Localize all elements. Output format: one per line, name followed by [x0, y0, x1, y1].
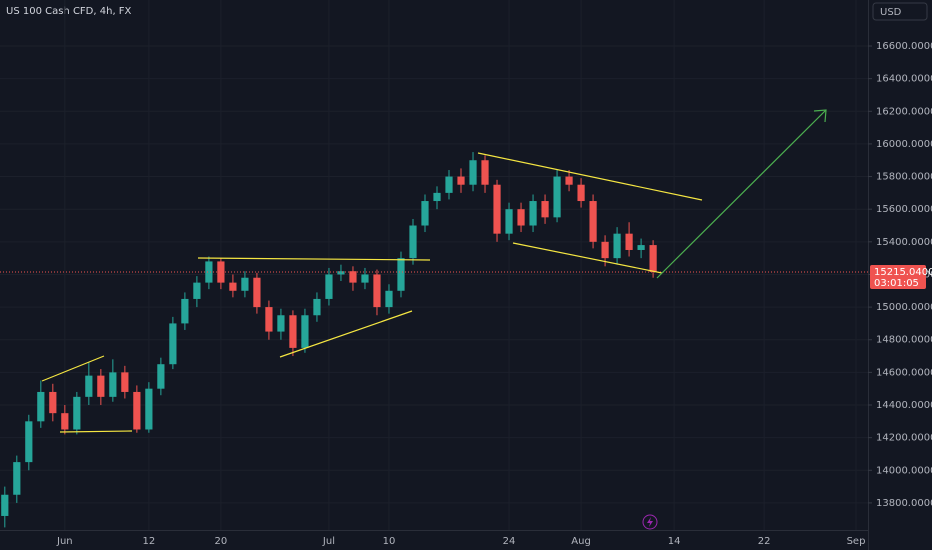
arrow [656, 109, 827, 279]
candle-body [349, 271, 357, 283]
x-tick-label: 22 [758, 536, 771, 547]
candle-body [649, 245, 657, 273]
candle-body [85, 375, 93, 397]
x-tick-label: Aug [571, 536, 591, 547]
candle-body [193, 282, 201, 299]
candle-body [613, 233, 621, 259]
y-tick-label: 14200.0000 [876, 433, 932, 444]
candle-body [277, 315, 285, 332]
candle-body [1, 494, 9, 516]
y-tick-label: 14000.0000 [876, 465, 932, 476]
candle-body [385, 290, 393, 308]
candle-body [337, 271, 345, 275]
drawings [41, 109, 827, 433]
candle-body [121, 372, 129, 392]
candle-body [601, 241, 609, 259]
x-tick-label: 24 [503, 536, 516, 547]
trend-line [41, 355, 105, 382]
trend-line [197, 257, 431, 261]
candle-body [265, 307, 273, 332]
candle-body [145, 388, 153, 430]
y-tick-label: 13800.0000 [876, 498, 932, 509]
candle-body [541, 201, 549, 218]
candle-body [301, 315, 309, 348]
candle-body [577, 184, 585, 202]
candle-body [133, 391, 141, 430]
candle-body [361, 274, 369, 283]
candle-body [445, 176, 453, 193]
candle-body [241, 277, 249, 291]
y-tick-label: 15400.0000 [876, 237, 932, 248]
candle-body [37, 391, 45, 422]
currency-button[interactable] [872, 2, 928, 21]
candle-body [493, 184, 501, 234]
candle-body [25, 421, 33, 463]
y-tick-label: 16400.0000 [876, 74, 932, 85]
y-tick-label: 15600.0000 [876, 204, 932, 215]
x-tick-label: Sep [847, 536, 866, 547]
candle-body [61, 413, 69, 430]
candle-body [253, 277, 261, 308]
candle-body [109, 372, 117, 397]
candle-body [565, 176, 573, 185]
countdown-label: 03:01:05 [874, 278, 919, 289]
events-bolt [647, 517, 653, 527]
y-tick-label: 14400.0000 [876, 400, 932, 411]
y-tick-label: 14600.0000 [876, 367, 932, 378]
last-price-box [870, 265, 926, 290]
y-tick-label: 15000.0000 [876, 302, 932, 313]
events-icon[interactable] [642, 514, 658, 530]
candle-body [421, 201, 429, 226]
x-tick-label: 20 [215, 536, 228, 547]
y-tick-label: 14800.0000 [876, 335, 932, 346]
x-tick-label: Jun [56, 536, 73, 547]
x-tick-label: 12 [143, 536, 156, 547]
chart-title: US 100 Cash CFD, 4h, FX [6, 6, 132, 17]
candle-body [73, 396, 81, 430]
candle-body [397, 258, 405, 291]
trend-line [477, 152, 703, 201]
candle-body [409, 225, 417, 259]
x-tick-label: 10 [383, 536, 396, 547]
trend-line [512, 242, 663, 274]
candle-body [97, 375, 105, 397]
candle-body [205, 261, 213, 283]
candle-body [625, 233, 633, 250]
x-tick-label: 14 [668, 536, 681, 547]
y-tick-label: 16200.0000 [876, 106, 932, 117]
candle-body [373, 274, 381, 308]
candle-body [289, 315, 297, 348]
y-tick-label: 16000.0000 [876, 139, 932, 150]
candle-body [469, 160, 477, 185]
candle-body [49, 391, 57, 414]
y-tick-label: 15800.0000 [876, 172, 932, 183]
last-price-label: 15215.0400 [874, 267, 932, 278]
candle-body [157, 364, 165, 389]
candle-body [553, 176, 561, 218]
candle-body [325, 274, 333, 299]
y-tick-label: 16600.0000 [876, 41, 932, 52]
candle-body [181, 298, 189, 324]
candle-body [589, 201, 597, 242]
currency-label[interactable]: USD [880, 7, 902, 18]
trend-line [59, 430, 133, 433]
arrow-head [813, 109, 827, 123]
candle-body [457, 176, 465, 185]
x-tick-label: Jul [322, 536, 335, 547]
candle-body [433, 192, 441, 202]
candle-body [169, 323, 177, 365]
candle-body [13, 462, 21, 495]
trend-line [279, 310, 413, 358]
candle-body [505, 209, 513, 234]
candle-body [529, 201, 537, 226]
candle-body [481, 160, 489, 185]
candle-body [313, 298, 321, 316]
candle-body [229, 282, 237, 291]
candle-body [517, 209, 525, 226]
candle-body [217, 261, 225, 283]
candle-body [637, 245, 645, 250]
